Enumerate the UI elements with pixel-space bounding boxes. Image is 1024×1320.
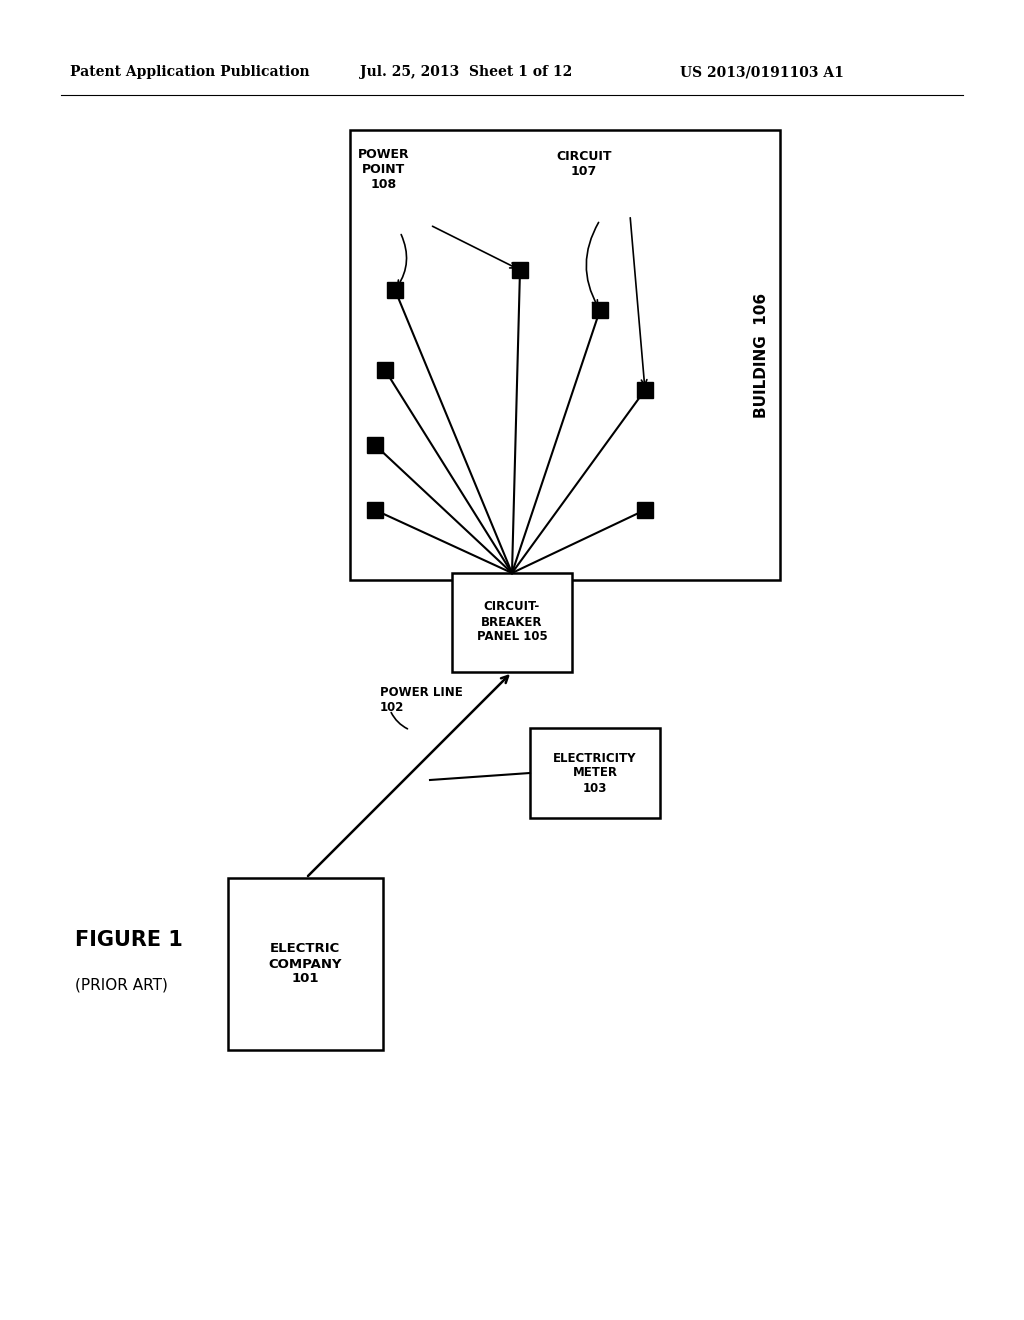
Bar <box>377 362 393 378</box>
Bar <box>637 502 653 517</box>
Bar <box>228 878 383 1049</box>
Bar <box>592 302 608 318</box>
Text: BUILDING  106: BUILDING 106 <box>755 293 769 417</box>
Text: ELECTRIC
COMPANY
101: ELECTRIC COMPANY 101 <box>268 942 342 986</box>
Bar <box>367 437 383 453</box>
Text: FIGURE 1: FIGURE 1 <box>75 931 183 950</box>
Bar <box>452 573 572 672</box>
Text: ELECTRICITY
METER
103: ELECTRICITY METER 103 <box>553 751 637 795</box>
Text: Patent Application Publication: Patent Application Publication <box>70 65 309 79</box>
Text: CIRCUIT-
BREAKER
PANEL 105: CIRCUIT- BREAKER PANEL 105 <box>476 601 548 644</box>
Text: Jul. 25, 2013  Sheet 1 of 12: Jul. 25, 2013 Sheet 1 of 12 <box>360 65 572 79</box>
Bar <box>637 381 653 399</box>
Text: POWER
POINT
108: POWER POINT 108 <box>358 148 410 191</box>
Text: CIRCUIT
107: CIRCUIT 107 <box>556 150 611 178</box>
Bar <box>387 282 403 298</box>
Text: (PRIOR ART): (PRIOR ART) <box>75 978 168 993</box>
Text: POWER LINE
102: POWER LINE 102 <box>380 686 463 714</box>
Bar <box>350 129 780 579</box>
Bar <box>530 729 660 818</box>
Bar <box>512 261 528 279</box>
Text: US 2013/0191103 A1: US 2013/0191103 A1 <box>680 65 844 79</box>
Bar <box>367 502 383 517</box>
